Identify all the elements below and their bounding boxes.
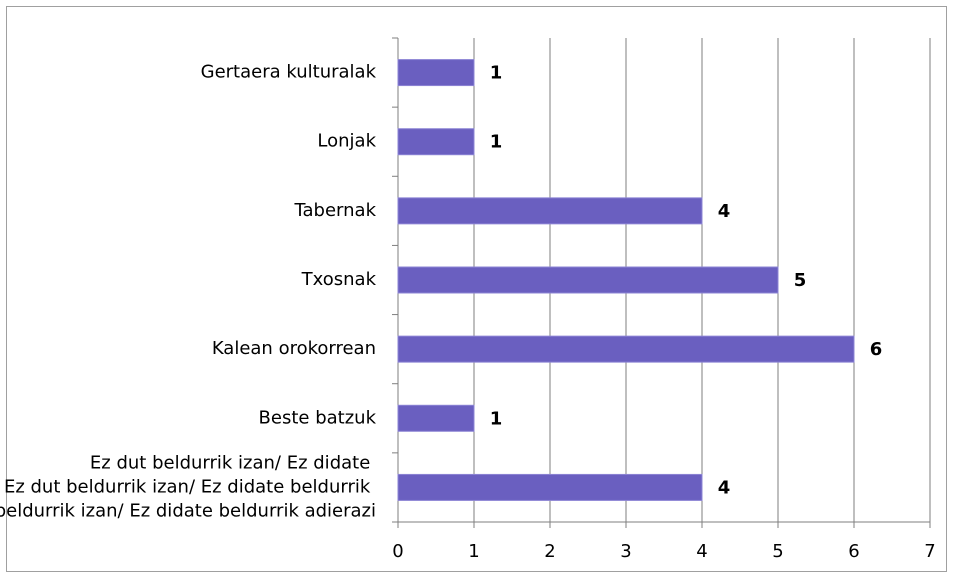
- value-label: 4: [718, 201, 731, 222]
- value-label: 1: [490, 132, 503, 153]
- y-tick-label: Tabernak: [294, 200, 377, 221]
- x-tick-label: 6: [848, 541, 859, 562]
- bar: [397, 404, 475, 432]
- value-label-bg: [710, 473, 738, 502]
- bar: [397, 197, 703, 225]
- x-tick-label: 4: [696, 541, 707, 562]
- y-tick-label: Ez dut beldurrik izan/ Ez didate Ez dut …: [0, 452, 376, 521]
- y-tick-label: Beste batzuk: [259, 407, 377, 428]
- y-tick-label: Kalean orokorrean: [212, 338, 376, 359]
- value-label-bg: [862, 335, 890, 364]
- bar: [397, 128, 475, 156]
- value-label-bg: [482, 58, 510, 87]
- bar: [397, 335, 855, 363]
- value-label: 1: [490, 408, 503, 429]
- value-label-bg: [482, 404, 510, 433]
- value-label-bg: [786, 266, 814, 294]
- value-label-bg: [482, 127, 510, 156]
- bar: [397, 266, 779, 294]
- x-tick-label: 2: [544, 541, 555, 562]
- value-label: 4: [718, 477, 731, 498]
- value-label: 1: [490, 63, 503, 84]
- y-tick-label: Gertaera kulturalak: [201, 62, 377, 83]
- y-tick-label: Txosnak: [301, 269, 377, 290]
- value-label-bg: [710, 196, 738, 225]
- bar: [397, 59, 475, 87]
- x-tick-label: 0: [392, 541, 403, 562]
- x-tick-label: 7: [924, 541, 935, 562]
- bar: [397, 473, 703, 501]
- value-label: 6: [870, 339, 883, 360]
- y-tick-label: Lonjak: [317, 131, 376, 152]
- x-tick-label: 1: [468, 541, 479, 562]
- value-label: 5: [794, 270, 807, 291]
- x-tick-label: 3: [620, 541, 631, 562]
- x-tick-label: 5: [772, 541, 783, 562]
